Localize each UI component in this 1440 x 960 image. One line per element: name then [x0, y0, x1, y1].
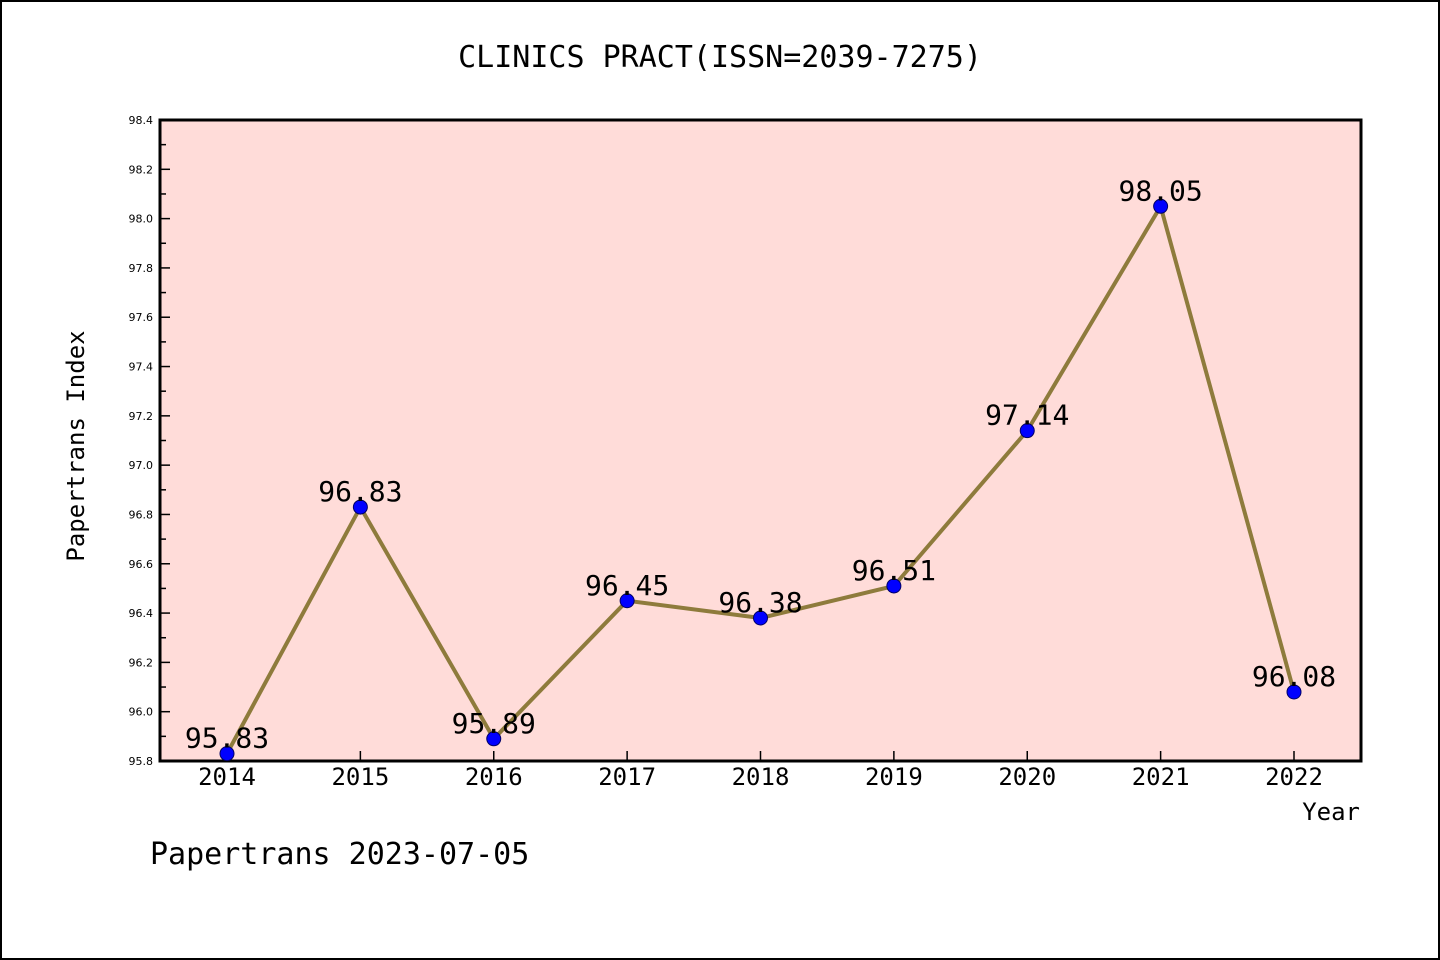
x-axis: 2014 2015 2016 2017 2018 2019 2020 2021 2022 — [198, 751, 1323, 791]
y-tick-label: 96.4 — [129, 607, 154, 620]
y-tick-label: 97.4 — [129, 361, 154, 374]
y-tick-label: 96.2 — [129, 656, 154, 669]
data-point — [753, 610, 768, 626]
data-point — [352, 499, 368, 515]
data-point — [219, 746, 235, 762]
data-point — [886, 578, 902, 594]
y-tick-label: 98.2 — [129, 163, 154, 176]
y-tick-label: 96.6 — [129, 558, 154, 571]
data-label: 96.08 — [1252, 660, 1336, 693]
y-tick-label: 97.2 — [129, 410, 154, 423]
x-tick-label: 2017 — [598, 763, 656, 791]
footer-text: Papertrans 2023-07-05 — [150, 837, 529, 872]
data-point — [1153, 198, 1169, 214]
y-tick-label: 97.0 — [129, 459, 154, 472]
x-axis-label: Year — [1302, 798, 1360, 826]
chart-title: CLINICS PRACT(ISSN=2039-7275) — [458, 40, 982, 75]
y-tick-label: 97.6 — [129, 311, 154, 324]
data-point — [619, 593, 635, 609]
x-tick-label: 2020 — [998, 763, 1056, 791]
data-label: 96.83 — [318, 475, 402, 508]
x-tick-label: 2015 — [331, 763, 389, 791]
x-tick-label: 2021 — [1132, 763, 1190, 791]
data-label: 95.89 — [452, 707, 536, 740]
x-tick-label: 2022 — [1265, 763, 1323, 791]
x-tick-label: 2019 — [865, 763, 923, 791]
data-point — [486, 731, 502, 747]
data-label: 96.45 — [585, 569, 669, 602]
y-tick-label: 98.0 — [129, 213, 154, 226]
y-tick-label: 96.8 — [129, 508, 154, 521]
y-tick-label: 96.0 — [129, 706, 154, 719]
y-axis: 95.8 96.0 96.2 96.4 96.6 96.8 97.0 97.2 97.4 97.6… — [129, 114, 170, 768]
plot-area — [158, 118, 1363, 763]
data-label: 97.14 — [985, 399, 1069, 432]
data-labels: 95.83 96.83 95.89 96.45 96.38 96.51 97.14 98.05… — [185, 174, 1336, 754]
data-label: 96.51 — [852, 554, 936, 587]
x-tick-label: 2014 — [198, 763, 256, 791]
y-tick-label: 95.8 — [129, 755, 154, 768]
data-point — [1019, 423, 1035, 439]
y-tick-label: 97.8 — [129, 262, 154, 275]
x-tick-label: 2016 — [465, 763, 523, 791]
data-points — [219, 198, 1302, 762]
x-tick-label: 2018 — [732, 763, 790, 791]
data-label: 95.83 — [185, 722, 269, 755]
y-axis-label: Papertrans Index — [62, 330, 90, 561]
data-label: 96.38 — [718, 586, 802, 619]
y-tick-label: 98.4 — [129, 114, 154, 127]
data-label: 98.05 — [1118, 174, 1202, 207]
data-point — [1286, 684, 1302, 700]
